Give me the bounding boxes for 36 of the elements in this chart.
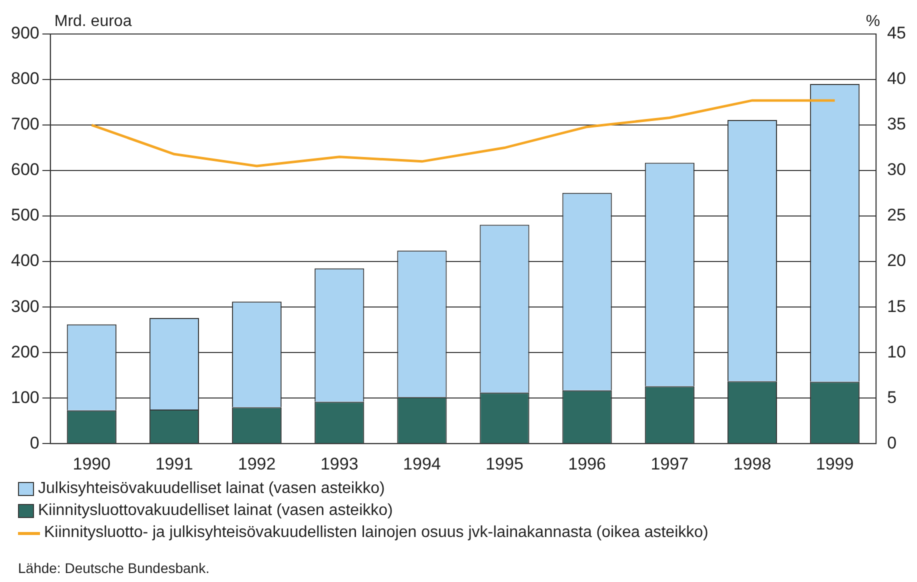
y2-tick-label: 45 xyxy=(887,24,906,43)
y-tick-label: 600 xyxy=(10,160,40,180)
y2-tick-label: 30 xyxy=(887,160,906,180)
x-tick-label: 1998 xyxy=(733,454,772,474)
legend-label: Kiinnitysluottovakuudelliset lainat (vasen asteikko) xyxy=(38,502,393,520)
x-tick-label: 1997 xyxy=(650,454,689,474)
y2-axis-title: % xyxy=(866,13,880,30)
x-tick-label: 1999 xyxy=(816,454,854,474)
y-tick-label: 0 xyxy=(30,433,40,452)
y2-tick-label: 20 xyxy=(887,251,906,270)
y-tick-label: 500 xyxy=(10,206,40,225)
y-tick-label: 200 xyxy=(10,342,40,362)
y-axis-title: Mrd. euroa xyxy=(54,13,132,30)
y2-tick-label: 5 xyxy=(887,388,897,407)
x-tick-label: 1992 xyxy=(238,454,276,474)
legend-label: Kiinnitysluotto- ja julkisyhteisövakuudellisten lainojen osuus jvk-lainakannasta (oikea asteikko) xyxy=(44,524,708,542)
y2-tick-label: 40 xyxy=(887,69,906,88)
y-tick-label: 400 xyxy=(10,251,40,270)
y-tick-label: 900 xyxy=(10,24,40,43)
x-tick-label: 1990 xyxy=(72,454,111,474)
x-tick-label: 1996 xyxy=(568,454,606,474)
y2-tick-label: 10 xyxy=(887,342,906,362)
x-tick-label: 1994 xyxy=(403,454,441,474)
y2-tick-label: 0 xyxy=(887,433,897,452)
y-tick-label: 300 xyxy=(10,296,40,316)
y2-tick-label: 15 xyxy=(887,296,906,316)
y2-tick-label: 35 xyxy=(887,114,906,134)
x-tick-label: 1991 xyxy=(155,454,194,474)
text: Lähde: Deutsche Bundesbank. xyxy=(18,560,210,576)
y-tick-label: 800 xyxy=(10,69,40,88)
legend-label: Julkisyhteisövakuudelliset lainat (vasen asteikko) xyxy=(38,480,385,498)
y-tick-label: 100 xyxy=(10,388,40,407)
y2-tick-label: 25 xyxy=(887,206,906,225)
x-tick-label: 1993 xyxy=(320,454,358,474)
x-tick-label: 1995 xyxy=(486,454,524,474)
y-tick-label: 700 xyxy=(10,114,40,134)
